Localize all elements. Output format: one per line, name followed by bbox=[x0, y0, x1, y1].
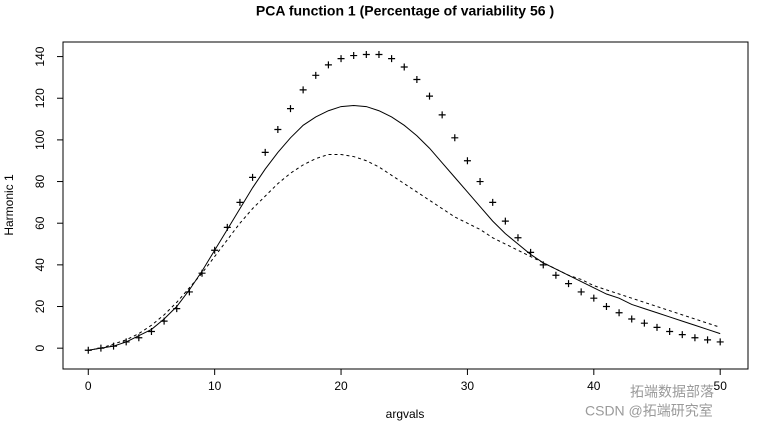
plus-point bbox=[388, 55, 396, 63]
x-tick-label: 10 bbox=[208, 379, 222, 393]
plus-point bbox=[552, 271, 560, 279]
plus-point bbox=[185, 288, 193, 296]
plus-point bbox=[198, 269, 206, 277]
x-tick-label: 30 bbox=[461, 379, 475, 393]
plus-point bbox=[122, 338, 130, 346]
y-tick-label: 120 bbox=[33, 88, 47, 108]
plus-point bbox=[527, 248, 535, 256]
plus-point bbox=[223, 223, 231, 231]
plus-point bbox=[640, 319, 648, 327]
plus-point bbox=[489, 198, 497, 206]
watermark: CSDN @拓端研究室 bbox=[585, 403, 713, 419]
plus-point bbox=[602, 303, 610, 311]
plus-point bbox=[400, 63, 408, 71]
plus-point bbox=[628, 315, 636, 323]
plot-frame bbox=[62, 41, 749, 370]
y-tick-label: 80 bbox=[33, 175, 47, 189]
plus-point bbox=[362, 50, 370, 58]
plus-point bbox=[236, 198, 244, 206]
plus-point bbox=[476, 178, 484, 186]
y-tick-label: 40 bbox=[33, 258, 47, 272]
series-line bbox=[88, 105, 721, 351]
plus-point bbox=[135, 334, 143, 342]
plus-point bbox=[704, 336, 712, 344]
plus-point bbox=[691, 334, 699, 342]
plus-point bbox=[501, 217, 509, 225]
plus-point bbox=[615, 309, 623, 317]
plus-point bbox=[451, 134, 459, 142]
plus-point bbox=[160, 317, 168, 325]
plus-point bbox=[312, 71, 320, 79]
plus-point bbox=[324, 61, 332, 69]
plus-point bbox=[678, 331, 686, 339]
plus-point bbox=[286, 105, 294, 113]
x-tick-label: 20 bbox=[334, 379, 348, 393]
y-tick-label: 100 bbox=[33, 130, 47, 150]
x-tick-label: 50 bbox=[714, 379, 728, 393]
x-tick-label: 0 bbox=[85, 379, 92, 393]
plus-point bbox=[463, 157, 471, 165]
plus-point bbox=[413, 75, 421, 83]
plus-point bbox=[173, 305, 181, 313]
plus-point bbox=[716, 338, 724, 346]
plus-point bbox=[337, 55, 345, 63]
plus-point bbox=[426, 92, 434, 100]
plus-point bbox=[274, 125, 282, 133]
chart-title: PCA function 1 (Percentage of variabilit… bbox=[256, 3, 554, 19]
x-axis-label: argvals bbox=[386, 407, 425, 421]
y-axis-label: Harmonic 1 bbox=[2, 174, 16, 236]
x-tick-label: 40 bbox=[587, 379, 601, 393]
plus-point bbox=[514, 234, 522, 242]
watermark: 拓端数据部落 bbox=[630, 384, 714, 400]
plus-point bbox=[577, 288, 585, 296]
plus-point bbox=[211, 246, 219, 254]
plus-point bbox=[539, 261, 547, 269]
plus-point bbox=[653, 323, 661, 331]
y-tick-label: 140 bbox=[33, 46, 47, 66]
plus-point bbox=[666, 328, 674, 336]
plus-point bbox=[590, 294, 598, 302]
plus-point bbox=[299, 86, 307, 94]
plus-point bbox=[565, 280, 573, 288]
y-tick-label: 60 bbox=[33, 216, 47, 230]
plus-point bbox=[375, 50, 383, 58]
plus-point bbox=[350, 52, 358, 60]
series-line bbox=[88, 153, 721, 351]
plus-point bbox=[147, 328, 155, 336]
y-tick-label: 0 bbox=[33, 345, 47, 352]
y-tick-label: 20 bbox=[33, 300, 47, 314]
plus-point bbox=[249, 173, 257, 181]
plus-point bbox=[261, 148, 269, 156]
plus-point bbox=[438, 111, 446, 119]
